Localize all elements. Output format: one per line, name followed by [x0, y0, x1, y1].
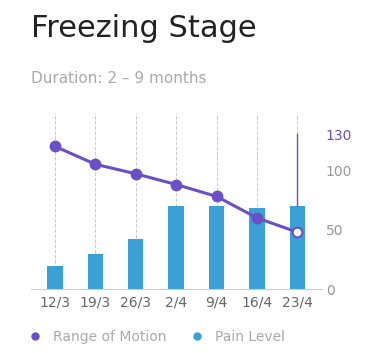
Bar [169, 206, 184, 289]
Legend: Range of Motion, Pain Level: Range of Motion, Pain Level [15, 324, 290, 349]
Bar [88, 254, 103, 289]
Bar [249, 208, 265, 289]
Text: Duration: 2 – 9 months: Duration: 2 – 9 months [31, 71, 206, 85]
Bar [209, 206, 224, 289]
Bar [47, 265, 62, 289]
Bar [290, 206, 305, 289]
Text: Freezing Stage: Freezing Stage [31, 14, 256, 43]
Bar [128, 239, 143, 289]
